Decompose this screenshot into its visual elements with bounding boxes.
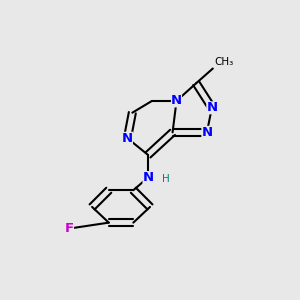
Text: N: N [201,126,212,139]
Text: N: N [142,171,154,184]
Text: CH₃: CH₃ [214,57,233,67]
Text: N: N [122,132,133,145]
Text: N: N [206,101,218,114]
Text: F: F [65,222,74,235]
Text: N: N [171,94,182,107]
Text: H: H [162,174,170,184]
